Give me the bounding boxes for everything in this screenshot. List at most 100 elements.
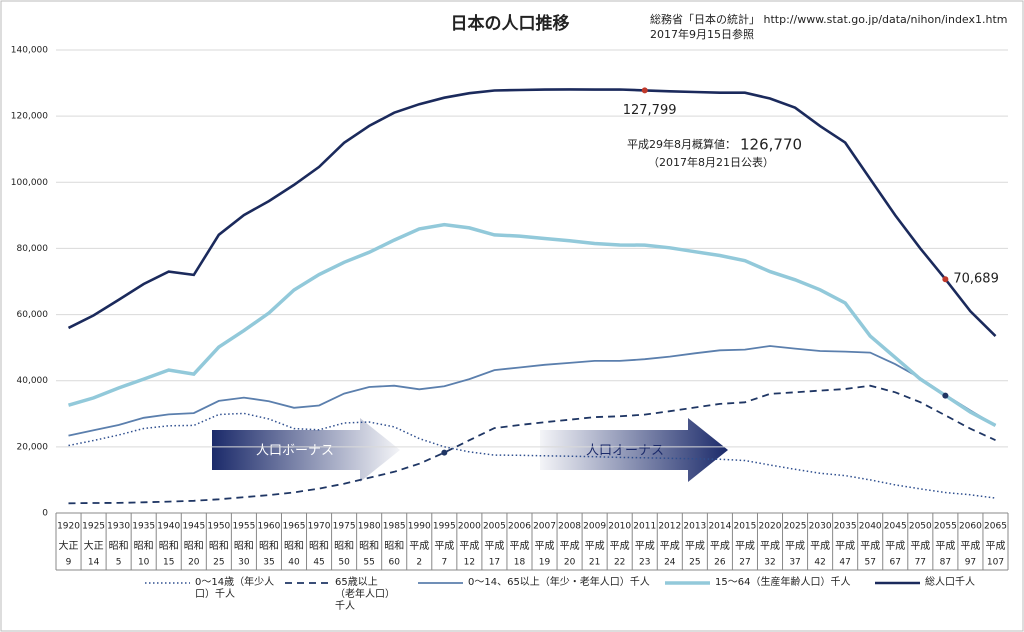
era-label: 大正 — [59, 539, 79, 552]
legend-label: 65歳以上（老年人口）千人 — [335, 577, 390, 612]
era-year-label: 19 — [539, 558, 551, 568]
era-year-label: 17 — [489, 558, 500, 568]
era-year-label: 67 — [890, 558, 901, 568]
x-tick-label: 2010 — [608, 522, 631, 532]
era-year-label: 5 — [116, 558, 122, 568]
series-line — [68, 222, 997, 427]
x-tick-label: 2035 — [834, 522, 857, 532]
x-tick-label: 1930 — [107, 522, 130, 532]
era-year-label: 45 — [313, 558, 324, 568]
x-tick-label: 2000 — [458, 522, 481, 532]
estimate-value: 126,770 — [740, 136, 802, 154]
era-year-label: 27 — [739, 558, 750, 568]
x-tick-label: 1955 — [232, 522, 255, 532]
x-tick-label: 2015 — [733, 522, 756, 532]
x-tick-label: 2040 — [859, 522, 882, 532]
x-tick-label: 2030 — [809, 522, 832, 532]
era-year-label: 87 — [940, 558, 951, 568]
x-tick-label: 2014 — [708, 522, 731, 532]
era-year-label: 97 — [965, 558, 976, 568]
legend-label: 0～14歳（年少人口）千人 — [195, 577, 275, 600]
era-label: 昭和 — [109, 540, 129, 552]
era-label: 平成 — [935, 540, 955, 552]
era-label: 昭和 — [309, 540, 329, 552]
era-year-label: 20 — [564, 558, 576, 568]
legend-label: 総人口千人 — [925, 577, 975, 588]
era-label: 平成 — [810, 540, 830, 552]
era-year-label: 57 — [864, 558, 875, 568]
point-marker — [441, 449, 448, 456]
estimate-note: （2017年8月21日公表） — [648, 155, 774, 169]
era-label: 昭和 — [134, 540, 154, 552]
era-label: 平成 — [735, 540, 755, 552]
era-year-label: 25 — [689, 558, 700, 568]
era-label: 平成 — [409, 540, 429, 552]
point-label: 70,689 — [953, 272, 999, 287]
x-tick-label: 1935 — [132, 522, 155, 532]
era-label: 昭和 — [159, 540, 179, 552]
onus-arrow — [540, 418, 728, 482]
series-line — [68, 412, 996, 499]
point-label: 127,799 — [623, 103, 677, 118]
era-year-label: 22 — [614, 558, 625, 568]
era-label: 昭和 — [259, 540, 279, 552]
y-tick-label: 100,000 — [11, 178, 48, 188]
legend-label: 15～64（生産年齢人口）千人 — [715, 577, 851, 588]
bonus-arrow — [212, 418, 400, 482]
y-tick-label: 0 — [42, 509, 48, 519]
x-tick-label: 2020 — [759, 522, 782, 532]
x-tick-label: 2055 — [934, 522, 957, 532]
source: 総務省「日本の統計」 http://www.stat.go.jp/data/ni… — [650, 12, 1008, 26]
era-year-label: 77 — [915, 558, 926, 568]
era-label: 平成 — [710, 540, 730, 552]
era-label: 大正 — [84, 539, 104, 552]
era-label: 平成 — [459, 540, 479, 552]
x-tick-label: 2011 — [633, 522, 656, 532]
era-label: 平成 — [985, 540, 1005, 552]
era-label: 昭和 — [284, 540, 304, 552]
era-year-label: 2 — [416, 558, 422, 568]
era-label: 平成 — [535, 540, 555, 552]
era-year-label: 24 — [664, 558, 676, 568]
x-tick-label: 1925 — [82, 522, 105, 532]
x-tick-label: 1995 — [433, 522, 456, 532]
y-tick-label: 60,000 — [17, 310, 49, 320]
era-year-label: 26 — [714, 558, 726, 568]
era-year-label: 50 — [338, 558, 350, 568]
era-label: 昭和 — [334, 540, 354, 552]
era-year-label: 21 — [589, 558, 600, 568]
x-tick-label: 2013 — [683, 522, 706, 532]
x-tick-label: 2065 — [984, 522, 1007, 532]
era-label: 平成 — [860, 540, 880, 552]
era-year-label: 15 — [163, 558, 174, 568]
era-year-label: 55 — [363, 558, 374, 568]
x-tick-label: 2008 — [558, 522, 581, 532]
era-year-label: 9 — [66, 558, 72, 568]
era-label: 平成 — [434, 540, 454, 552]
x-tick-label: 2025 — [784, 522, 807, 532]
x-tick-label: 1960 — [257, 522, 280, 532]
point-marker — [942, 392, 949, 399]
era-year-label: 10 — [138, 558, 150, 568]
era-label: 平成 — [685, 540, 705, 552]
series-line — [68, 384, 996, 505]
chart-title: 日本の人口推移 — [451, 13, 570, 34]
x-tick-label: 1950 — [207, 522, 230, 532]
era-year-label: 12 — [464, 558, 475, 568]
x-tick-label: 2050 — [909, 522, 932, 532]
era-label: 平成 — [610, 540, 630, 552]
x-tick-label: 1975 — [333, 522, 356, 532]
legend-label: 0～14、65以上（年少・老年人口）千人 — [468, 577, 650, 588]
era-year-label: 37 — [789, 558, 800, 568]
x-tick-label: 1920 — [57, 522, 80, 532]
y-tick-label: 20,000 — [17, 442, 49, 452]
y-tick-label: 120,000 — [11, 112, 48, 122]
x-tick-label: 2006 — [508, 522, 531, 532]
point-marker — [942, 276, 949, 283]
x-tick-label: 1970 — [308, 522, 331, 532]
y-tick-label: 80,000 — [17, 244, 49, 254]
era-year-label: 30 — [238, 558, 250, 568]
era-label: 平成 — [509, 540, 529, 552]
